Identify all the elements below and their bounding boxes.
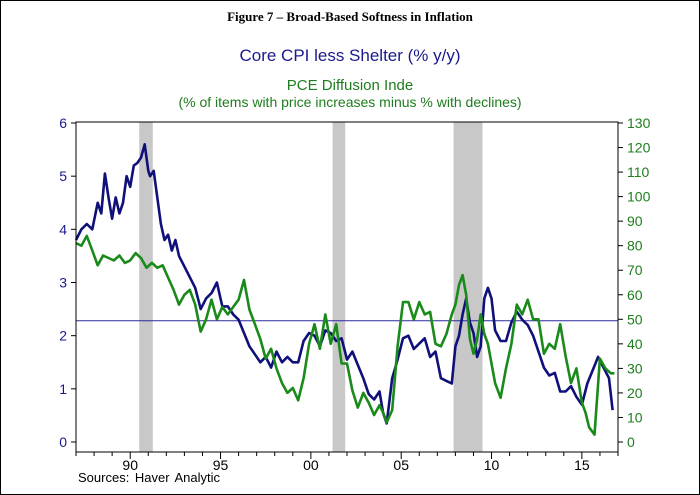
left-tick-label: 0 <box>59 434 67 450</box>
left-tick-label: 2 <box>59 328 67 344</box>
left-tick-label: 1 <box>59 381 67 397</box>
plot-area-border <box>75 121 619 453</box>
right-tick-label: 90 <box>627 213 643 229</box>
right-tick-label: 120 <box>627 140 651 156</box>
figure-title: Figure 7 – Broad-Based Softness in Infla… <box>227 9 473 24</box>
core-cpi-line <box>74 143 614 425</box>
recession-band-2 <box>332 122 346 452</box>
right-tick-label: 30 <box>627 360 643 376</box>
right-tick-label: 0 <box>627 434 635 450</box>
right-tick-label: 130 <box>627 115 651 131</box>
x-tick-label: 05 <box>393 457 409 473</box>
right-tick-label: 80 <box>627 238 643 254</box>
right-tick-label: 10 <box>627 409 643 425</box>
right-series-subtitle: (% of items with price increases minus %… <box>178 94 522 110</box>
right-tick-label: 100 <box>627 189 651 205</box>
recession-band-1 <box>139 122 153 452</box>
right-tick-label: 20 <box>627 385 643 401</box>
x-tick-label: 15 <box>574 457 590 473</box>
right-series-title: PCE Diffusion Inde <box>286 77 414 94</box>
x-tick-label: 95 <box>213 457 229 473</box>
left-tick-label: 4 <box>59 221 67 237</box>
left-tick-label: 5 <box>59 168 67 184</box>
right-tick-label: 40 <box>627 336 643 352</box>
x-tick-label: 90 <box>122 457 138 473</box>
left-tick-label: 6 <box>59 115 67 131</box>
sources-note: Sources: Haver Analytic <box>78 470 221 485</box>
pce-diffusion-line <box>75 234 615 436</box>
right-tick-label: 60 <box>627 287 643 303</box>
right-tick-label: 70 <box>627 262 643 278</box>
right-tick-label: 110 <box>627 164 650 180</box>
x-tick-label: 10 <box>484 457 500 473</box>
x-tick-label: 00 <box>303 457 319 473</box>
left-series-title: Core CPI less Shelter (% y/y) <box>239 46 461 65</box>
left-tick-label: 3 <box>59 275 67 291</box>
right-tick-label: 50 <box>627 311 643 327</box>
